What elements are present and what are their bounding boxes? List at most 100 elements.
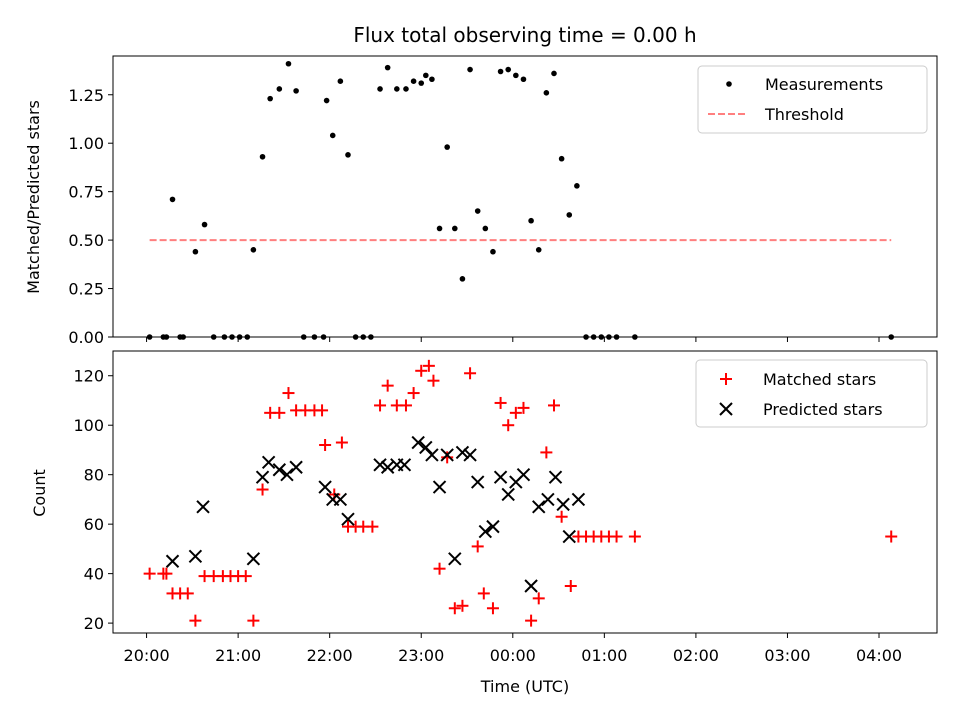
top-axes-frame — [112, 55, 938, 338]
matched-star-point — [448, 602, 461, 615]
y-tick-label: 20 — [84, 614, 104, 633]
matched-star-point — [160, 567, 173, 580]
matched-star-point — [494, 396, 507, 409]
matched-star-point — [374, 399, 387, 412]
measurement-point — [403, 86, 409, 92]
measurement-point — [513, 72, 519, 79]
predicted-star-point — [246, 552, 261, 566]
predicted-star-point — [341, 512, 355, 526]
y-tick-label: 1.00 — [68, 134, 104, 153]
measurement-point — [259, 153, 266, 160]
matched-star-point — [319, 439, 332, 451]
measurement-point — [528, 217, 534, 224]
y-tick-label: 0.75 — [68, 183, 104, 202]
x-tick-label: 04:00 — [856, 646, 902, 665]
predicted-star-point — [501, 487, 515, 502]
x-tick-label: 23:00 — [398, 646, 444, 665]
predicted-star-point — [532, 500, 546, 514]
legend-threshold-label: Threshold — [764, 105, 844, 124]
matched-star-point — [366, 520, 379, 533]
measurement-point — [558, 155, 565, 162]
matched-star-point — [189, 614, 202, 627]
matched-star-point — [456, 599, 469, 612]
predicted-star-point — [397, 458, 412, 472]
measurement-point — [482, 225, 489, 232]
matched-star-point — [335, 436, 348, 449]
predicted-star-point — [562, 529, 576, 544]
measurement-point — [497, 68, 504, 75]
predicted-star-point — [524, 579, 538, 593]
measurement-point — [520, 76, 527, 83]
matched-star-point — [610, 530, 623, 543]
measurement-point — [543, 90, 550, 96]
matched-star-point — [143, 567, 156, 580]
y-tick-label: 0.00 — [68, 328, 104, 347]
matched-star-point — [427, 374, 440, 387]
legend-matched-label: Matched stars — [763, 370, 876, 389]
measurement-point — [505, 66, 512, 73]
measurement-point — [490, 248, 496, 255]
matched-star-point — [399, 399, 412, 412]
predicted-star-point — [486, 519, 500, 534]
measurement-point — [276, 86, 283, 92]
bottom-legend: Matched stars Predicted stars — [695, 359, 928, 428]
bottom-legend-box — [695, 359, 928, 428]
matched-star-point — [282, 387, 295, 400]
series-matched-stars — [143, 359, 898, 627]
measurement-point — [574, 183, 580, 189]
predicted-star-point — [261, 455, 276, 470]
measurement-point — [535, 246, 542, 253]
measurement-point — [285, 60, 292, 67]
matched-star-point — [486, 602, 499, 615]
measurement-point — [444, 144, 450, 150]
x-tick-label: 20:00 — [124, 646, 170, 665]
top-y-axis-label: Matched/Predicted stars — [24, 100, 43, 294]
predicted-star-point — [425, 448, 439, 462]
predicted-star-point — [280, 467, 294, 482]
predicted-star-point — [318, 480, 332, 494]
matched-star-point — [509, 406, 522, 419]
matched-star-point — [502, 419, 515, 432]
bottom-x-ticks: 20:00 21:00 22:00 23:00 00:00 01:00 02:00 03:00… — [124, 633, 902, 665]
measurement-point — [566, 212, 573, 218]
predicted-star-point — [470, 475, 485, 489]
predicted-star-point — [411, 435, 425, 450]
x-tick-label: 22:00 — [307, 646, 353, 665]
top-plot-area — [146, 60, 895, 340]
x-tick-label: 21:00 — [215, 646, 261, 665]
top-legend-box — [697, 65, 928, 134]
y-tick-label: 40 — [84, 565, 104, 584]
series-measurements — [146, 60, 895, 340]
y-tick-label: 60 — [84, 515, 104, 534]
legend-measurements-label: Measurements — [765, 75, 883, 94]
matched-star-point — [239, 570, 252, 583]
predicted-star-point — [373, 458, 387, 472]
matched-star-point — [433, 562, 446, 575]
measurement-point — [192, 248, 199, 255]
y-tick-label: 0.25 — [68, 280, 104, 299]
matched-star-point — [471, 540, 484, 553]
bottom-plot-area — [143, 359, 898, 627]
matched-star-point — [441, 451, 454, 464]
series-predicted-stars — [165, 435, 586, 593]
measurement-point — [293, 88, 299, 94]
measurement-point — [423, 72, 429, 79]
measurement-point — [377, 86, 383, 92]
matched-star-point — [422, 359, 435, 372]
predicted-star-point — [448, 552, 462, 566]
predicted-star-point — [541, 492, 555, 507]
measurement-point — [337, 78, 344, 84]
matched-star-point — [256, 483, 269, 496]
predicted-star-point — [188, 549, 203, 564]
matched-star-point — [885, 530, 898, 543]
matched-star-point — [407, 387, 420, 400]
x-tick-label: 03:00 — [764, 646, 810, 665]
predicted-star-point — [548, 470, 563, 484]
measurement-point — [429, 76, 435, 83]
top-x-ticks — [146, 337, 880, 342]
y-tick-label: 80 — [84, 466, 104, 485]
predicted-star-point — [455, 445, 470, 460]
top-chart-title: Flux total observing time = 0.00 h — [353, 23, 696, 47]
measurement-point — [169, 196, 176, 203]
